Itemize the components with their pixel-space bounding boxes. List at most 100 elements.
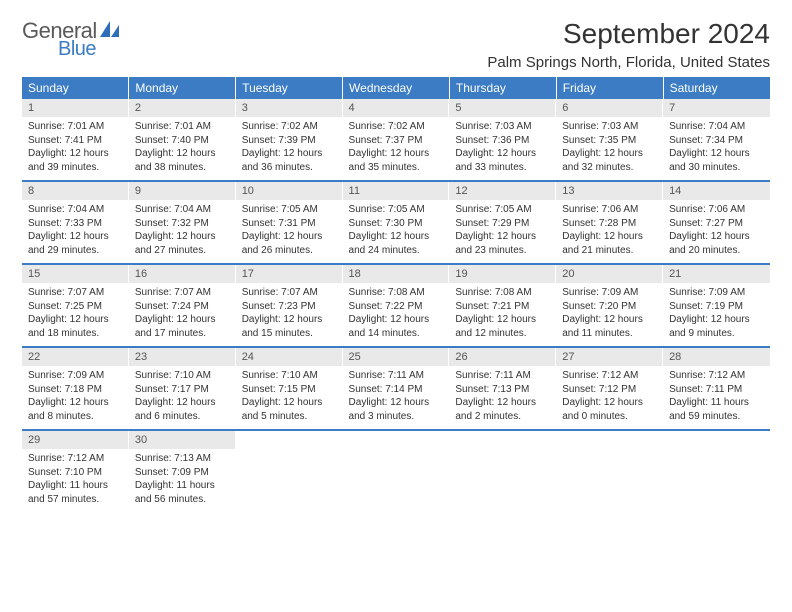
day-number: 26 bbox=[449, 348, 556, 366]
day-details: Sunrise: 7:06 AMSunset: 7:28 PMDaylight:… bbox=[556, 200, 663, 263]
day-details: Sunrise: 7:12 AMSunset: 7:11 PMDaylight:… bbox=[663, 366, 770, 429]
day-details: Sunrise: 7:05 AMSunset: 7:31 PMDaylight:… bbox=[236, 200, 343, 263]
logo-sail-icon bbox=[99, 20, 121, 43]
day-number: 29 bbox=[22, 431, 129, 449]
day-number: 8 bbox=[22, 182, 129, 200]
day-details: Sunrise: 7:12 AMSunset: 7:10 PMDaylight:… bbox=[22, 449, 129, 512]
calendar-day-cell: 25Sunrise: 7:11 AMSunset: 7:14 PMDayligh… bbox=[343, 347, 450, 430]
calendar-day-cell: 6Sunrise: 7:03 AMSunset: 7:35 PMDaylight… bbox=[556, 99, 663, 181]
day-number: 5 bbox=[449, 99, 556, 117]
calendar-week-row: 8Sunrise: 7:04 AMSunset: 7:33 PMDaylight… bbox=[22, 181, 770, 264]
calendar-day-cell: 15Sunrise: 7:07 AMSunset: 7:25 PMDayligh… bbox=[22, 264, 129, 347]
calendar-empty-cell bbox=[663, 430, 770, 512]
calendar-empty-cell bbox=[236, 430, 343, 512]
day-number: 23 bbox=[129, 348, 236, 366]
header: General Blue September 2024 Palm Springs… bbox=[22, 18, 770, 71]
weekday-header: Sunday bbox=[22, 77, 129, 99]
day-details: Sunrise: 7:09 AMSunset: 7:19 PMDaylight:… bbox=[663, 283, 770, 346]
day-details: Sunrise: 7:07 AMSunset: 7:23 PMDaylight:… bbox=[236, 283, 343, 346]
day-number: 22 bbox=[22, 348, 129, 366]
day-details: Sunrise: 7:05 AMSunset: 7:29 PMDaylight:… bbox=[449, 200, 556, 263]
day-details: Sunrise: 7:08 AMSunset: 7:21 PMDaylight:… bbox=[449, 283, 556, 346]
calendar-day-cell: 20Sunrise: 7:09 AMSunset: 7:20 PMDayligh… bbox=[556, 264, 663, 347]
day-details: Sunrise: 7:04 AMSunset: 7:34 PMDaylight:… bbox=[663, 117, 770, 180]
day-number: 21 bbox=[663, 265, 770, 283]
calendar-day-cell: 19Sunrise: 7:08 AMSunset: 7:21 PMDayligh… bbox=[449, 264, 556, 347]
calendar-day-cell: 29Sunrise: 7:12 AMSunset: 7:10 PMDayligh… bbox=[22, 430, 129, 512]
day-details: Sunrise: 7:11 AMSunset: 7:13 PMDaylight:… bbox=[449, 366, 556, 429]
calendar-day-cell: 27Sunrise: 7:12 AMSunset: 7:12 PMDayligh… bbox=[556, 347, 663, 430]
day-number: 6 bbox=[556, 99, 663, 117]
day-number: 25 bbox=[343, 348, 450, 366]
title-block: September 2024 Palm Springs North, Flori… bbox=[487, 18, 770, 71]
day-number: 19 bbox=[449, 265, 556, 283]
day-details: Sunrise: 7:07 AMSunset: 7:25 PMDaylight:… bbox=[22, 283, 129, 346]
day-number: 4 bbox=[343, 99, 450, 117]
calendar-day-cell: 12Sunrise: 7:05 AMSunset: 7:29 PMDayligh… bbox=[449, 181, 556, 264]
calendar-day-cell: 8Sunrise: 7:04 AMSunset: 7:33 PMDaylight… bbox=[22, 181, 129, 264]
logo-text-blue: Blue bbox=[58, 38, 96, 61]
day-number: 18 bbox=[343, 265, 450, 283]
day-number: 3 bbox=[236, 99, 343, 117]
day-number: 7 bbox=[663, 99, 770, 117]
weekday-header: Wednesday bbox=[343, 77, 450, 99]
calendar-empty-cell bbox=[449, 430, 556, 512]
calendar-day-cell: 17Sunrise: 7:07 AMSunset: 7:23 PMDayligh… bbox=[236, 264, 343, 347]
calendar-empty-cell bbox=[556, 430, 663, 512]
calendar-day-cell: 21Sunrise: 7:09 AMSunset: 7:19 PMDayligh… bbox=[663, 264, 770, 347]
day-number: 13 bbox=[556, 182, 663, 200]
day-number: 24 bbox=[236, 348, 343, 366]
month-title: September 2024 bbox=[487, 18, 770, 50]
day-details: Sunrise: 7:08 AMSunset: 7:22 PMDaylight:… bbox=[343, 283, 450, 346]
day-details: Sunrise: 7:03 AMSunset: 7:36 PMDaylight:… bbox=[449, 117, 556, 180]
day-details: Sunrise: 7:04 AMSunset: 7:33 PMDaylight:… bbox=[22, 200, 129, 263]
logo: General Blue bbox=[22, 18, 121, 61]
day-number: 11 bbox=[343, 182, 450, 200]
day-number: 14 bbox=[663, 182, 770, 200]
calendar-day-cell: 7Sunrise: 7:04 AMSunset: 7:34 PMDaylight… bbox=[663, 99, 770, 181]
calendar-day-cell: 2Sunrise: 7:01 AMSunset: 7:40 PMDaylight… bbox=[129, 99, 236, 181]
day-details: Sunrise: 7:07 AMSunset: 7:24 PMDaylight:… bbox=[129, 283, 236, 346]
calendar-day-cell: 1Sunrise: 7:01 AMSunset: 7:41 PMDaylight… bbox=[22, 99, 129, 181]
calendar-day-cell: 22Sunrise: 7:09 AMSunset: 7:18 PMDayligh… bbox=[22, 347, 129, 430]
calendar-week-row: 1Sunrise: 7:01 AMSunset: 7:41 PMDaylight… bbox=[22, 99, 770, 181]
day-number: 16 bbox=[129, 265, 236, 283]
calendar-day-cell: 9Sunrise: 7:04 AMSunset: 7:32 PMDaylight… bbox=[129, 181, 236, 264]
day-details: Sunrise: 7:10 AMSunset: 7:17 PMDaylight:… bbox=[129, 366, 236, 429]
calendar-week-row: 15Sunrise: 7:07 AMSunset: 7:25 PMDayligh… bbox=[22, 264, 770, 347]
calendar-empty-cell bbox=[343, 430, 450, 512]
weekday-header: Monday bbox=[129, 77, 236, 99]
calendar-day-cell: 11Sunrise: 7:05 AMSunset: 7:30 PMDayligh… bbox=[343, 181, 450, 264]
calendar-day-cell: 4Sunrise: 7:02 AMSunset: 7:37 PMDaylight… bbox=[343, 99, 450, 181]
day-number: 28 bbox=[663, 348, 770, 366]
calendar-day-cell: 24Sunrise: 7:10 AMSunset: 7:15 PMDayligh… bbox=[236, 347, 343, 430]
calendar-day-cell: 18Sunrise: 7:08 AMSunset: 7:22 PMDayligh… bbox=[343, 264, 450, 347]
calendar-day-cell: 30Sunrise: 7:13 AMSunset: 7:09 PMDayligh… bbox=[129, 430, 236, 512]
weekday-header: Tuesday bbox=[236, 77, 343, 99]
day-details: Sunrise: 7:02 AMSunset: 7:39 PMDaylight:… bbox=[236, 117, 343, 180]
day-details: Sunrise: 7:10 AMSunset: 7:15 PMDaylight:… bbox=[236, 366, 343, 429]
day-details: Sunrise: 7:03 AMSunset: 7:35 PMDaylight:… bbox=[556, 117, 663, 180]
day-number: 17 bbox=[236, 265, 343, 283]
calendar-week-row: 29Sunrise: 7:12 AMSunset: 7:10 PMDayligh… bbox=[22, 430, 770, 512]
weekday-header: Thursday bbox=[449, 77, 556, 99]
weekday-header-row: Sunday Monday Tuesday Wednesday Thursday… bbox=[22, 77, 770, 99]
day-details: Sunrise: 7:09 AMSunset: 7:20 PMDaylight:… bbox=[556, 283, 663, 346]
day-details: Sunrise: 7:09 AMSunset: 7:18 PMDaylight:… bbox=[22, 366, 129, 429]
calendar-day-cell: 5Sunrise: 7:03 AMSunset: 7:36 PMDaylight… bbox=[449, 99, 556, 181]
day-details: Sunrise: 7:01 AMSunset: 7:41 PMDaylight:… bbox=[22, 117, 129, 180]
day-details: Sunrise: 7:04 AMSunset: 7:32 PMDaylight:… bbox=[129, 200, 236, 263]
calendar-week-row: 22Sunrise: 7:09 AMSunset: 7:18 PMDayligh… bbox=[22, 347, 770, 430]
calendar-day-cell: 23Sunrise: 7:10 AMSunset: 7:17 PMDayligh… bbox=[129, 347, 236, 430]
calendar-table: Sunday Monday Tuesday Wednesday Thursday… bbox=[22, 77, 770, 512]
calendar-day-cell: 13Sunrise: 7:06 AMSunset: 7:28 PMDayligh… bbox=[556, 181, 663, 264]
day-details: Sunrise: 7:11 AMSunset: 7:14 PMDaylight:… bbox=[343, 366, 450, 429]
day-details: Sunrise: 7:05 AMSunset: 7:30 PMDaylight:… bbox=[343, 200, 450, 263]
calendar-day-cell: 10Sunrise: 7:05 AMSunset: 7:31 PMDayligh… bbox=[236, 181, 343, 264]
calendar-day-cell: 26Sunrise: 7:11 AMSunset: 7:13 PMDayligh… bbox=[449, 347, 556, 430]
day-number: 20 bbox=[556, 265, 663, 283]
calendar-day-cell: 14Sunrise: 7:06 AMSunset: 7:27 PMDayligh… bbox=[663, 181, 770, 264]
day-number: 27 bbox=[556, 348, 663, 366]
weekday-header: Friday bbox=[556, 77, 663, 99]
day-number: 1 bbox=[22, 99, 129, 117]
